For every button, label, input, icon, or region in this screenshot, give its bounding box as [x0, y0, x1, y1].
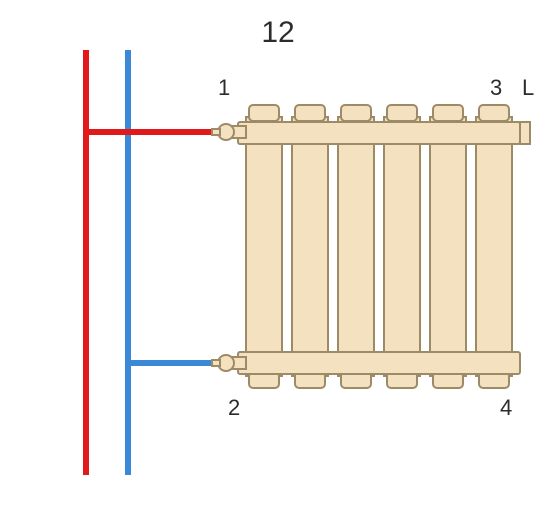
- label-L: L: [522, 75, 534, 100]
- label-3: 3: [490, 75, 502, 100]
- air-vent: [520, 122, 530, 144]
- radiator-cap-top: [387, 105, 417, 121]
- radiator: [212, 105, 530, 388]
- radiator-cap-top: [341, 105, 371, 121]
- radiator-section: [384, 117, 420, 376]
- radiator-cap-top: [249, 105, 279, 121]
- radiator-section: [338, 117, 374, 376]
- radiator-section: [246, 117, 282, 376]
- radiator-section: [476, 117, 512, 376]
- radiator-section: [430, 117, 466, 376]
- radiator-cap-top: [479, 105, 509, 121]
- radiator-header: [238, 352, 520, 374]
- radiator-cap-top: [433, 105, 463, 121]
- radiator-section: [292, 117, 328, 376]
- radiator-diagram: 121234L: [0, 0, 555, 515]
- radiator-cap-top: [295, 105, 325, 121]
- diagram-title: 12: [261, 16, 294, 49]
- label-1: 1: [218, 75, 230, 100]
- label-4: 4: [500, 395, 512, 420]
- radiator-header: [238, 122, 520, 144]
- label-2: 2: [228, 395, 240, 420]
